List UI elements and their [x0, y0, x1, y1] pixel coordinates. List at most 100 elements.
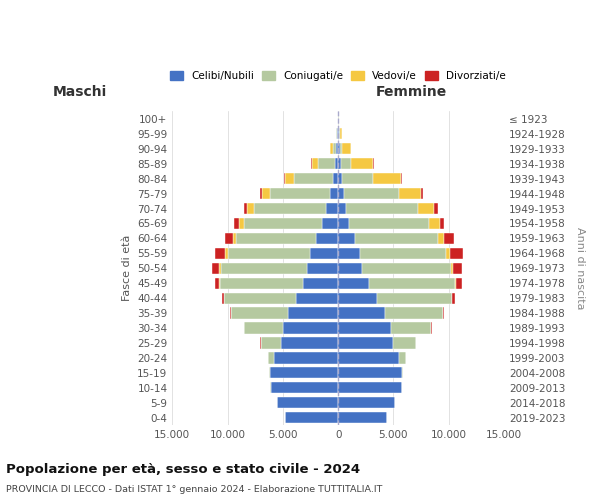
Bar	[289, 308, 338, 318]
Bar	[429, 218, 440, 229]
Bar	[338, 338, 394, 348]
Bar	[362, 262, 451, 274]
Bar	[399, 188, 421, 199]
Bar	[451, 262, 452, 274]
Bar	[231, 308, 289, 318]
Bar	[394, 338, 416, 348]
Bar	[338, 158, 341, 170]
Bar	[285, 173, 294, 184]
Bar	[338, 233, 355, 244]
Bar	[402, 367, 403, 378]
Bar	[244, 218, 322, 229]
Bar	[369, 278, 455, 289]
Bar	[220, 262, 221, 274]
Bar	[269, 367, 338, 378]
Bar	[338, 188, 344, 199]
Bar	[283, 322, 338, 334]
Bar	[215, 248, 226, 259]
Bar	[260, 188, 262, 199]
Bar	[310, 248, 338, 259]
Bar	[332, 143, 337, 154]
Bar	[262, 188, 269, 199]
Bar	[344, 188, 399, 199]
Text: Femmine: Femmine	[376, 85, 447, 99]
Bar	[219, 278, 220, 289]
Bar	[337, 128, 338, 140]
Bar	[338, 278, 369, 289]
Bar	[377, 292, 452, 304]
Text: Maschi: Maschi	[52, 85, 107, 99]
Bar	[269, 188, 331, 199]
Bar	[220, 278, 303, 289]
Text: PROVINCIA DI LECCO - Dati ISTAT 1° gennaio 2024 - Elaborazione TUTTITALIA.IT: PROVINCIA DI LECCO - Dati ISTAT 1° genna…	[6, 485, 382, 494]
Bar	[322, 218, 338, 229]
Bar	[338, 203, 346, 214]
Bar	[338, 322, 391, 334]
Bar	[277, 397, 338, 408]
Bar	[247, 203, 254, 214]
Bar	[212, 262, 220, 274]
Bar	[444, 233, 454, 244]
Bar	[355, 233, 437, 244]
Bar	[224, 292, 296, 304]
Bar	[332, 173, 338, 184]
Bar	[360, 248, 446, 259]
Bar	[225, 233, 233, 244]
Bar	[340, 143, 342, 154]
Bar	[440, 218, 444, 229]
Bar	[296, 292, 338, 304]
Bar	[437, 233, 444, 244]
Bar	[450, 248, 463, 259]
Legend: Celibi/Nubili, Coniugati/e, Vedovi/e, Divorziati/e: Celibi/Nubili, Coniugati/e, Vedovi/e, Di…	[166, 66, 510, 85]
Bar	[452, 292, 455, 304]
Bar	[227, 248, 310, 259]
Bar	[342, 143, 351, 154]
Bar	[349, 218, 429, 229]
Bar	[233, 233, 236, 244]
Bar	[338, 292, 377, 304]
Bar	[338, 352, 399, 364]
Bar	[452, 262, 463, 274]
Bar	[455, 278, 456, 289]
Bar	[234, 218, 239, 229]
Bar	[351, 158, 373, 170]
Y-axis label: Anni di nascita: Anni di nascita	[575, 227, 585, 310]
Bar	[261, 338, 281, 348]
Bar	[239, 218, 244, 229]
Bar	[236, 233, 316, 244]
Bar	[338, 308, 385, 318]
Bar	[274, 352, 338, 364]
Bar	[335, 158, 338, 170]
Bar	[446, 248, 450, 259]
Bar	[346, 203, 418, 214]
Bar	[418, 203, 434, 214]
Bar	[294, 173, 332, 184]
Bar	[421, 188, 423, 199]
Bar	[338, 382, 402, 394]
Bar	[311, 158, 318, 170]
Bar	[244, 322, 283, 334]
Bar	[337, 143, 338, 154]
Bar	[285, 412, 338, 424]
Bar	[434, 203, 437, 214]
Bar	[268, 352, 274, 364]
Bar	[254, 203, 326, 214]
Bar	[456, 278, 462, 289]
Bar	[338, 128, 339, 140]
Bar	[221, 292, 224, 304]
Bar	[338, 218, 349, 229]
Bar	[221, 262, 307, 274]
Bar	[391, 322, 431, 334]
Bar	[331, 143, 332, 154]
Bar	[373, 158, 374, 170]
Bar	[338, 173, 342, 184]
Bar	[284, 173, 285, 184]
Bar	[338, 248, 360, 259]
Bar	[338, 412, 387, 424]
Bar	[338, 262, 362, 274]
Y-axis label: Fasce di età: Fasce di età	[122, 235, 131, 302]
Bar	[271, 382, 338, 394]
Bar	[373, 173, 401, 184]
Bar	[307, 262, 338, 274]
Bar	[399, 352, 406, 364]
